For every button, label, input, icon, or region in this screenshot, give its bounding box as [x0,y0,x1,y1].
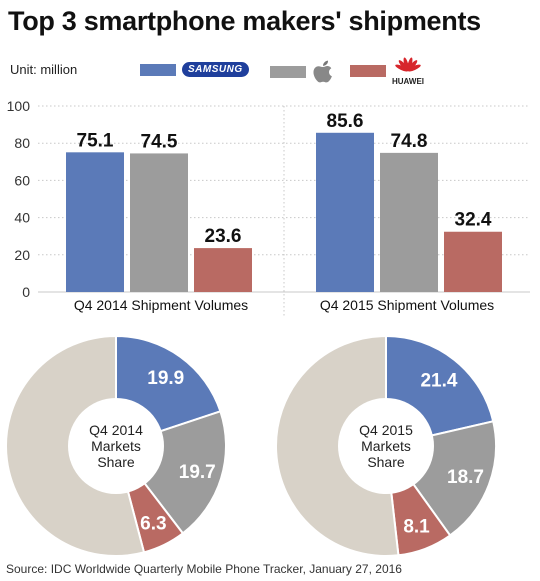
pie-center-label: Q4 2015 [359,422,413,438]
pie-center-label: Markets [91,438,141,454]
y-tick-label: 0 [22,284,30,300]
category-label: Q4 2015 Shipment Volumes [320,297,494,313]
bar-samsung [316,132,374,292]
bar-value-label: 23.6 [205,226,242,247]
pie-center-label: Share [97,454,135,470]
bar-value-label: 32.4 [455,210,492,231]
bar-value-label: 85.6 [327,111,364,132]
y-tick-label: 80 [14,135,30,151]
bar-apple [380,152,438,292]
bar-huawei [444,231,502,292]
pie-value-label: 8.1 [403,516,430,537]
pie-value-label: 18.7 [447,467,484,488]
pie-center-label: Q4 2014 [89,422,143,438]
pie-value-label: 19.9 [147,368,184,389]
huawei-logo-icon [395,57,421,72]
bar-value-label: 74.5 [141,131,178,152]
huawei-logo-text: HUAWEI [392,77,424,86]
y-tick-label: 20 [14,247,30,263]
bar-samsung [66,152,124,292]
category-label: Q4 2014 Shipment Volumes [74,297,248,313]
legend-swatch-apple [270,66,306,78]
bar-value-label: 74.8 [391,131,428,152]
source-note: Source: IDC Worldwide Quarterly Mobile P… [6,562,402,576]
y-tick-label: 40 [14,210,30,226]
samsung-logo-icon: SAMSUNG [182,62,249,77]
legend-item-samsung: SAMSUNG [140,62,249,77]
legend-item-huawei: HUAWEI [350,56,424,86]
pie-center-hole [68,398,164,494]
legend-swatch-huawei [350,65,386,77]
pie-center-hole [338,398,434,494]
legend-swatch-samsung [140,63,176,76]
bar-apple [130,153,188,292]
bar-chart: 0 20 40 60 80 100 75.1 74.5 23.6 Q4 2014 Shipment… [7,98,530,316]
pie-center-label: Share [367,454,405,470]
pie-value-label: 6.3 [140,513,166,534]
bar-value-label: 75.1 [77,130,114,151]
pie-center-label: Markets [361,438,411,454]
chart-title: Top 3 smartphone makers' shipments [8,6,481,36]
y-tick-label: 60 [14,172,30,188]
pie-slice-others [275,334,400,557]
y-tick-label: 100 [7,98,31,114]
pie-value-label: 21.4 [420,370,457,391]
unit-label: Unit: million [10,62,78,77]
apple-logo-icon [313,60,332,83]
huawei-logo: HUAWEI [392,56,424,86]
pie-value-label: 19.7 [179,462,216,483]
legend-item-apple [270,60,334,84]
legend: SAMSUNG HUAWEI [0,57,540,90]
bar-huawei [194,248,252,292]
